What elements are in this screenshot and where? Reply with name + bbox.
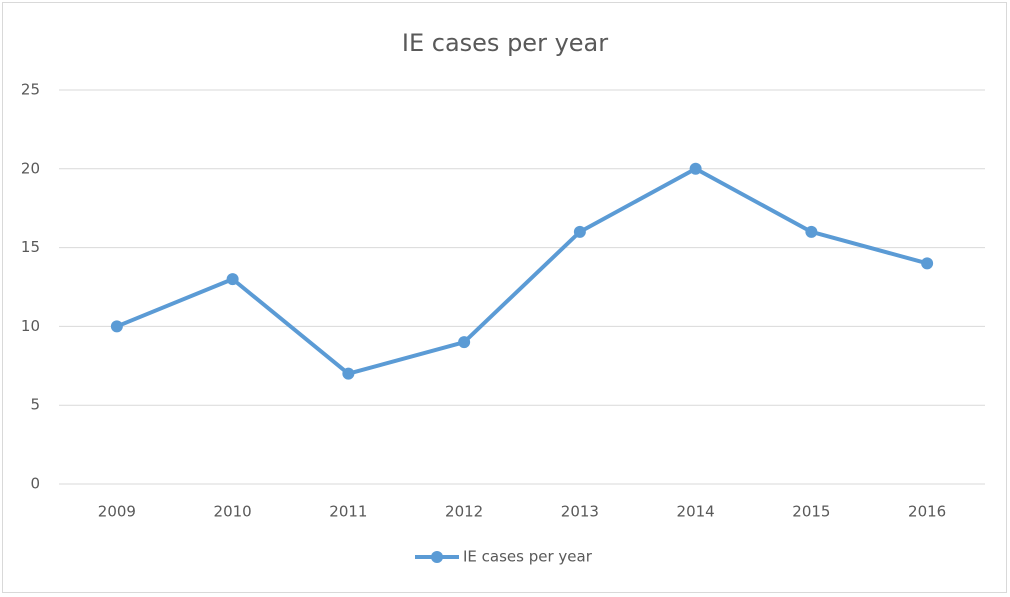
x-tick-label: 2011 [329, 503, 367, 521]
legend-label: IE cases per year [463, 548, 593, 566]
data-line [116, 166, 928, 376]
y-tick-label: 0 [30, 475, 40, 493]
x-tick-label: 2009 [98, 503, 136, 521]
x-tick-label: 2013 [561, 503, 599, 521]
data-point [342, 367, 355, 380]
x-tick-label: 2012 [445, 503, 483, 521]
data-point [573, 225, 586, 238]
data-point [805, 225, 818, 238]
legend-marker [431, 551, 443, 563]
y-tick-label: 15 [21, 238, 40, 256]
x-tick-label: 2015 [792, 503, 830, 521]
x-tick-label: 2016 [908, 503, 946, 521]
y-tick-label: 25 [21, 81, 40, 99]
y-tick-label: 10 [21, 317, 40, 335]
chart-title: IE cases per year [402, 29, 608, 57]
data-point [226, 273, 239, 286]
data-point [921, 257, 934, 270]
y-tick-label: 20 [21, 159, 40, 177]
x-tick-label: 2014 [677, 503, 715, 521]
data-point [110, 320, 123, 333]
x-tick-label: 2010 [214, 503, 252, 521]
data-point [689, 162, 702, 175]
data-point [458, 336, 471, 349]
y-tick-label: 5 [30, 396, 40, 414]
